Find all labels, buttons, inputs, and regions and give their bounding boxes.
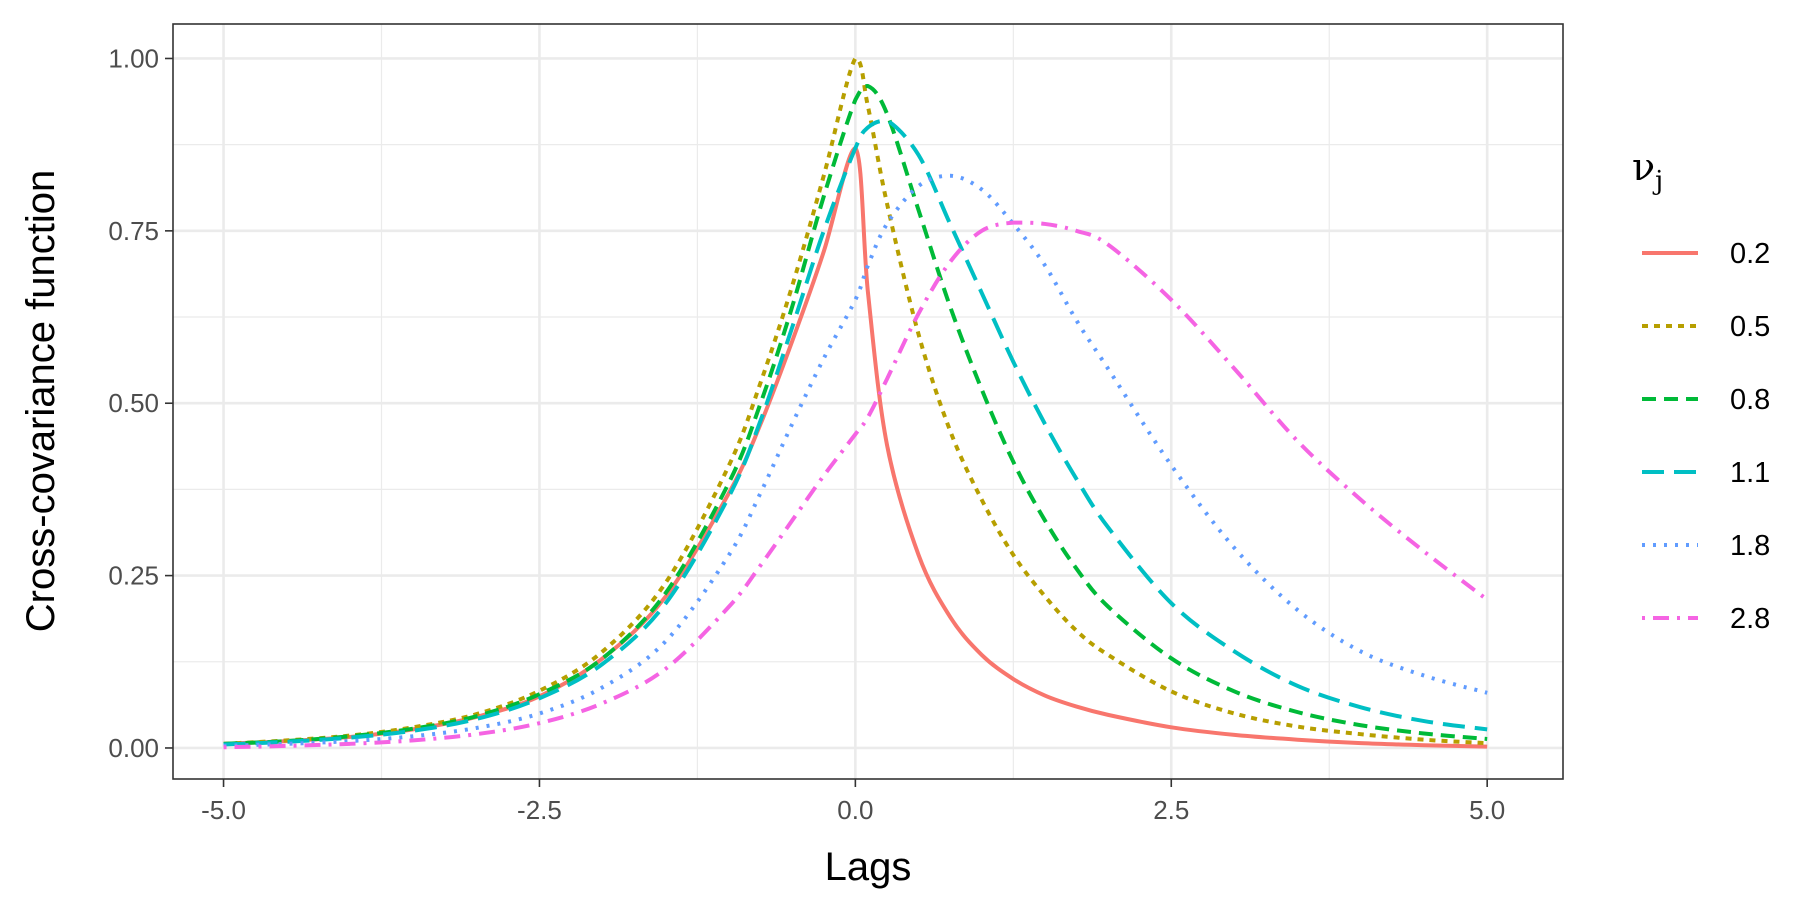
- legend-title: νj: [1632, 145, 1663, 196]
- legend-label: 0.5: [1730, 311, 1770, 343]
- legend-label: 1.8: [1730, 530, 1770, 562]
- x-axis-title: Lags: [825, 845, 912, 889]
- y-tick-label: 0.75: [108, 216, 159, 246]
- legend-title-subscript: j: [1652, 166, 1663, 196]
- grid-major: [173, 24, 1563, 779]
- legend-items: 0.2 0.5 0.8 1.1 1.8 2.8: [1642, 238, 1770, 635]
- plot-panel-background: [173, 24, 1563, 779]
- legend-label: 0.2: [1730, 238, 1770, 270]
- x-tick-label: 5.0: [1469, 795, 1505, 825]
- y-axis: 0.00 0.25 0.50 0.75 1.00: [108, 43, 173, 763]
- series-line-0-8: [223, 84, 1488, 746]
- series-line-1-8: [223, 173, 1488, 748]
- x-tick-label: 2.5: [1153, 795, 1189, 825]
- series-line-2-8: [223, 220, 1489, 750]
- grid-minor: [173, 24, 1563, 779]
- x-axis: -5.0 -2.5 0.0 2.5 5.0: [201, 779, 1505, 825]
- y-tick-label: 0.50: [108, 388, 159, 418]
- legend-label: 1.1: [1730, 457, 1770, 489]
- y-tick-label: 0.25: [108, 561, 159, 591]
- y-tick-label: 0.00: [108, 733, 159, 763]
- legend-label: 2.8: [1730, 603, 1770, 635]
- y-axis-title: Cross-covariance function: [19, 170, 63, 632]
- x-tick-label: -5.0: [201, 795, 246, 825]
- y-tick-label: 1.00: [108, 43, 159, 73]
- series-line-1-1: [223, 118, 1488, 747]
- legend-label: 0.8: [1730, 384, 1770, 416]
- plot-panel-border: [172, 23, 1564, 780]
- legend-title-symbol: ν: [1632, 145, 1655, 189]
- series-line-0-5: [223, 56, 1488, 746]
- legend: νj 0.2 0.5 0.8 1.1 1.8 2.8: [1632, 145, 1770, 635]
- x-tick-label: 0.0: [837, 795, 873, 825]
- x-tick-label: -2.5: [517, 795, 562, 825]
- series-layer: [223, 56, 1489, 750]
